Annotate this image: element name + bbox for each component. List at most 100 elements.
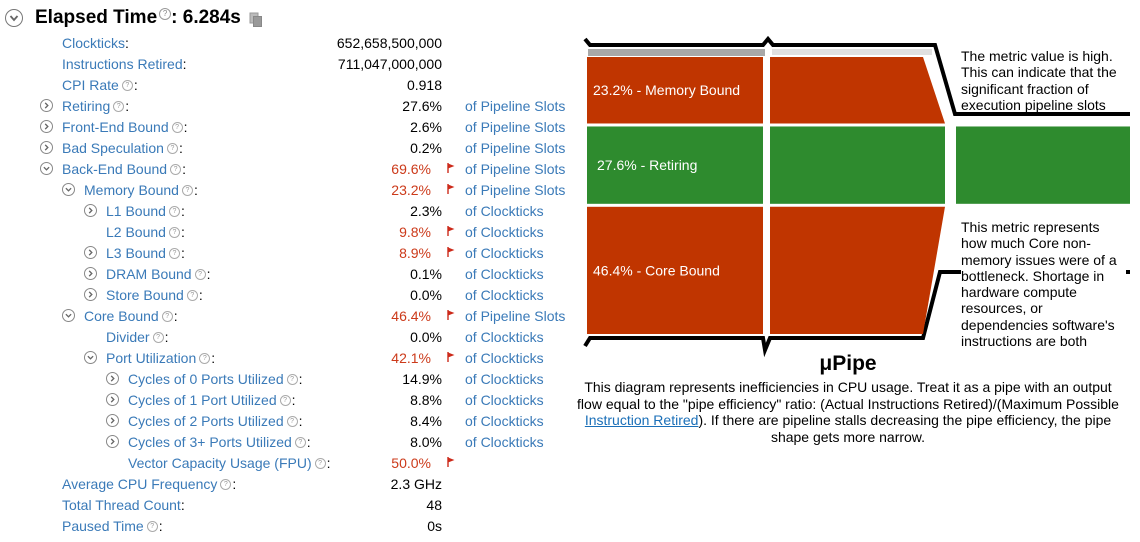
help-icon[interactable]: ? (152, 332, 164, 343)
metric-unit-link[interactable]: of Clockticks (465, 371, 544, 387)
help-icon[interactable]: ? (286, 374, 298, 385)
metric-label[interactable]: Clockticks: (62, 35, 129, 51)
label-colon: : (326, 455, 331, 471)
metric-label[interactable]: Port Utilization?: (106, 350, 215, 366)
metric-label[interactable]: Total Thread Count: (62, 497, 185, 513)
collapse-toggle[interactable] (84, 351, 97, 364)
metric-label[interactable]: Average CPU Frequency?: (62, 476, 236, 492)
metric-label[interactable]: DRAM Bound?: (106, 266, 210, 282)
collapse-toggle[interactable] (62, 183, 75, 196)
metric-unit-link[interactable]: of Clockticks (465, 266, 544, 282)
expand-toggle[interactable] (84, 204, 97, 217)
metric-row-back-end-bound: Back-End Bound?: 69.6% of Pipeline Slots (0, 159, 580, 180)
label-colon: : (183, 119, 188, 135)
help-icon[interactable]: ? (159, 7, 172, 20)
metric-row-l1-bound: L1 Bound?: 2.3% of Clockticks (0, 201, 580, 222)
chevron-right-icon (88, 249, 93, 256)
metric-row-total-thread-count: Total Thread Count: 48 (0, 495, 580, 516)
metric-label[interactable]: L1 Bound?: (106, 203, 185, 219)
metric-label[interactable]: Cycles of 3+ Ports Utilized?: (128, 434, 311, 450)
metric-value: 0.2% (410, 140, 442, 156)
help-icon[interactable]: ? (166, 143, 178, 154)
metric-unit-link[interactable]: of Pipeline Slots (465, 98, 566, 114)
metric-label-text: Cycles of 1 Port Utilized (128, 392, 277, 408)
metric-label[interactable]: Retiring?: (62, 98, 129, 114)
help-icon[interactable]: ? (186, 290, 198, 301)
metric-unit-link[interactable]: of Pipeline Slots (465, 161, 566, 177)
expand-toggle[interactable] (40, 141, 53, 154)
help-icon[interactable]: ? (161, 311, 173, 322)
help-icon[interactable]: ? (279, 395, 291, 406)
tooltip-memory-bound: The metric value is high. This can indic… (961, 48, 1136, 112)
copy-icon[interactable] (249, 12, 263, 28)
collapse-section-button[interactable] (5, 9, 23, 27)
label-colon: : (125, 98, 130, 114)
help-icon[interactable]: ? (171, 122, 183, 133)
collapse-toggle[interactable] (62, 309, 75, 322)
metric-label[interactable]: Store Bound?: (106, 287, 203, 303)
chevron-right-icon (110, 438, 115, 445)
metric-label[interactable]: Cycles of 1 Port Utilized?: (128, 392, 296, 408)
metric-label[interactable]: Front-End Bound?: (62, 119, 188, 135)
metric-label[interactable]: Bad Speculation?: (62, 140, 183, 156)
metric-unit-link[interactable]: of Clockticks (465, 350, 544, 366)
help-icon[interactable]: ? (170, 164, 182, 175)
metric-label[interactable]: Instructions Retired: (62, 56, 187, 72)
metric-label[interactable]: Paused Time?: (62, 518, 163, 534)
metric-unit-link[interactable]: of Pipeline Slots (465, 182, 566, 198)
metric-unit-link[interactable]: of Clockticks (465, 413, 544, 429)
metric-label[interactable]: Back-End Bound?: (62, 161, 186, 177)
metric-unit-link[interactable]: of Clockticks (465, 224, 544, 240)
chevron-down-icon (43, 166, 50, 171)
help-icon[interactable]: ? (181, 185, 193, 196)
expand-toggle[interactable] (84, 288, 97, 301)
expand-toggle[interactable] (84, 246, 97, 259)
metric-value: 652,658,500,000 (336, 35, 442, 51)
metric-unit-link[interactable]: of Pipeline Slots (465, 119, 566, 135)
metric-label[interactable]: L2 Bound?: (106, 224, 185, 240)
help-icon[interactable]: ? (168, 227, 180, 238)
metric-unit-link[interactable]: of Pipeline Slots (465, 308, 566, 324)
metric-unit-link[interactable]: of Clockticks (465, 245, 544, 261)
metric-unit-link[interactable]: of Pipeline Slots (465, 140, 566, 156)
help-icon[interactable]: ? (113, 101, 125, 112)
expand-toggle[interactable] (40, 99, 53, 112)
expand-toggle[interactable] (40, 120, 53, 133)
help-icon[interactable]: ? (220, 479, 232, 490)
upipe-description: This diagram represents inefficiencies i… (571, 379, 1125, 445)
chevron-right-icon (88, 291, 93, 298)
help-icon[interactable]: ? (294, 437, 306, 448)
help-icon[interactable]: ? (121, 80, 133, 91)
expand-toggle[interactable] (106, 435, 119, 448)
metric-unit-link[interactable]: of Clockticks (465, 203, 544, 219)
help-icon[interactable]: ? (199, 353, 211, 364)
help-icon[interactable]: ? (194, 269, 206, 280)
metric-unit-link[interactable]: of Clockticks (465, 434, 544, 450)
metric-unit-link[interactable]: of Clockticks (465, 329, 544, 345)
pipe-segment-memory-bound-middle (770, 57, 945, 124)
expand-toggle[interactable] (84, 267, 97, 280)
expand-toggle[interactable] (106, 414, 119, 427)
help-icon[interactable]: ? (314, 458, 326, 469)
instruction-retired-link[interactable]: Instruction Retired (584, 412, 699, 428)
metric-unit-link[interactable]: of Clockticks (465, 392, 544, 408)
help-icon[interactable]: ? (286, 416, 298, 427)
metric-label[interactable]: Memory Bound?: (84, 182, 198, 198)
metric-unit-link[interactable]: of Clockticks (465, 287, 544, 303)
metric-label[interactable]: CPI Rate?: (62, 77, 138, 93)
collapse-toggle[interactable] (40, 162, 53, 175)
metric-label[interactable]: Cycles of 2 Ports Utilized?: (128, 413, 303, 429)
help-icon[interactable]: ? (146, 521, 158, 532)
metric-label[interactable]: Vector Capacity Usage (FPU)?: (128, 455, 331, 471)
metric-value: 8.8% (410, 392, 442, 408)
metric-label[interactable]: Divider?: (106, 329, 168, 345)
metric-label[interactable]: L3 Bound?: (106, 245, 185, 261)
expand-toggle[interactable] (106, 393, 119, 406)
page-title: Elapsed Time?: 6.284s (35, 7, 241, 29)
metric-label[interactable]: Core Bound?: (84, 308, 178, 324)
help-icon[interactable]: ? (168, 248, 180, 259)
metric-value: 50.0% (391, 455, 431, 471)
metric-label[interactable]: Cycles of 0 Ports Utilized?: (128, 371, 303, 387)
expand-toggle[interactable] (106, 372, 119, 385)
help-icon[interactable]: ? (168, 206, 180, 217)
